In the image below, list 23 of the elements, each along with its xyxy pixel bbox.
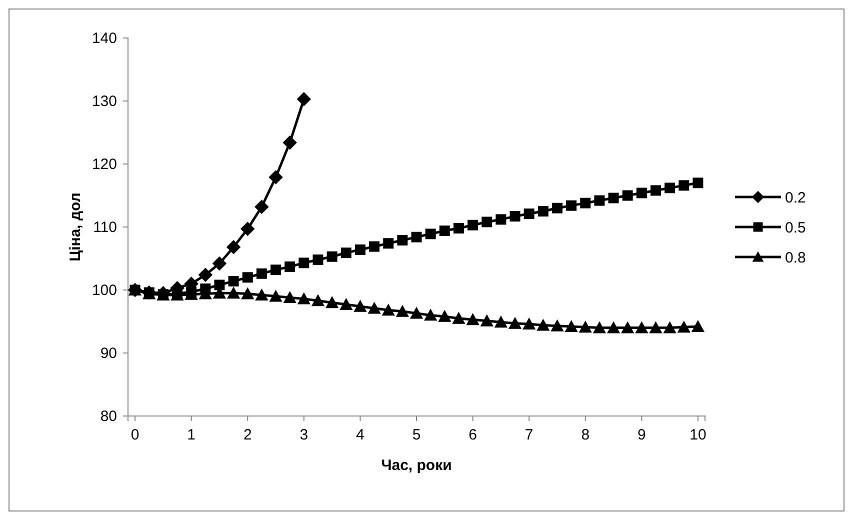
y-tick-label: 80 xyxy=(100,408,117,425)
x-tick-label: 7 xyxy=(524,426,534,444)
y-axis-title: Ціна, дол xyxy=(67,192,84,262)
x-tick-label: 6 xyxy=(468,426,477,444)
legend-label: 0.8 xyxy=(785,249,806,266)
x-tick-label: 1 xyxy=(187,426,196,444)
legend-label: 0.2 xyxy=(785,189,806,206)
x-tick-label: 8 xyxy=(581,426,590,444)
y-tick-label: 120 xyxy=(92,156,117,173)
x-tick-label: 0 xyxy=(130,426,140,444)
y-tick-label: 90 xyxy=(100,344,117,362)
x-tick-label: 9 xyxy=(638,426,646,444)
y-tick-label: 100 xyxy=(92,282,117,299)
y-tick-label: 140 xyxy=(92,30,117,47)
x-tick-label: 10 xyxy=(690,426,706,444)
x-tick-label: 4 xyxy=(356,426,364,444)
x-tick-label: 5 xyxy=(412,426,421,444)
x-axis-title: Час, роки xyxy=(381,457,452,474)
y-tick-label: 130 xyxy=(92,92,117,110)
legend-label: 0.5 xyxy=(785,219,806,236)
x-tick-label: 2 xyxy=(243,426,252,444)
y-tick-label: 110 xyxy=(93,218,117,236)
x-tick-label: 3 xyxy=(300,426,308,444)
